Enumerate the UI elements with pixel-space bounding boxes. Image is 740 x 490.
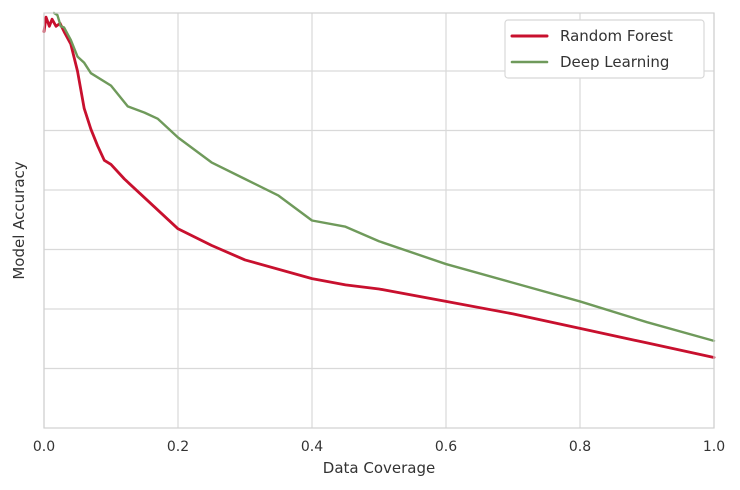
legend-deep-learning-label: Deep Learning <box>560 53 669 71</box>
plot-background <box>44 13 714 428</box>
x-tick-label: 0.8 <box>569 439 591 455</box>
legend-box <box>504 19 705 79</box>
axes-layer: 0.0 0.2 0.4 0.6 0.8 1.0 Data Coverage Model Acc… <box>10 12 725 477</box>
x-tick-label: 0.4 <box>301 439 323 455</box>
legend: Random Forest Deep Learning <box>504 19 705 79</box>
x-tick-label: 1.0 <box>703 439 725 455</box>
random-forest-line <box>42 15 716 359</box>
plot-frame <box>43 12 715 429</box>
x-tick-label: 0.6 <box>435 439 457 455</box>
deep-learning-line <box>52 11 716 343</box>
x-tick-label: 0.0 <box>33 439 55 455</box>
series-layer <box>42 11 716 359</box>
x-tick-label: 0.2 <box>167 439 189 455</box>
grid-layer <box>43 13 715 428</box>
y-axis-label: Model Accuracy <box>10 161 28 279</box>
legend-random-forest-label: Random Forest <box>560 27 673 45</box>
x-axis-label: Data Coverage <box>323 459 435 477</box>
